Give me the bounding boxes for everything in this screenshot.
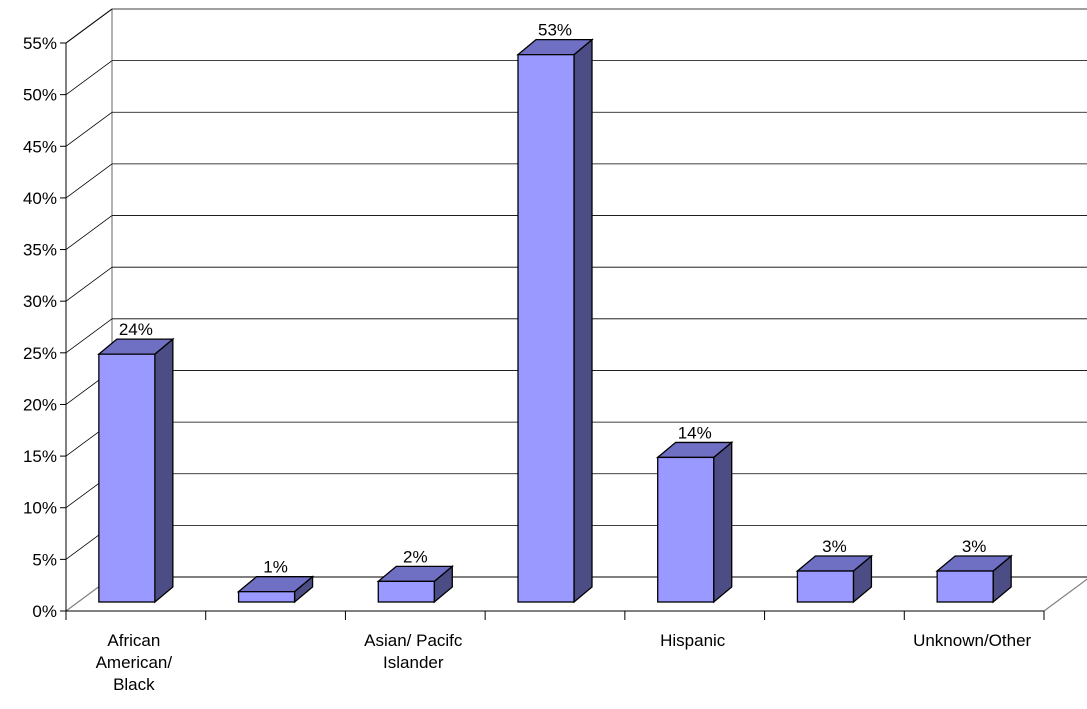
side-gridline xyxy=(65,163,113,199)
bar-front-face xyxy=(517,54,575,603)
floor-right-edge xyxy=(1043,578,1087,612)
y-tick-label: 0% xyxy=(32,602,57,621)
bar-front-face xyxy=(377,580,435,603)
bar xyxy=(516,38,594,604)
y-tick-label: 20% xyxy=(23,395,57,414)
data-label: 3% xyxy=(962,537,987,556)
data-label: 2% xyxy=(403,547,428,566)
data-label: 24% xyxy=(119,320,153,339)
bar xyxy=(655,441,734,604)
bar-front-face xyxy=(657,456,715,603)
y-tick-label: 5% xyxy=(32,550,57,569)
category-label: Asian/ Pacifc Islander xyxy=(364,631,463,672)
bar-front-face xyxy=(796,570,855,603)
bar xyxy=(236,575,315,604)
side-gridline xyxy=(65,111,113,147)
bar-side-face xyxy=(713,441,733,604)
y-tick-label: 30% xyxy=(23,292,57,311)
y-tick-label: 45% xyxy=(23,137,57,156)
bar-side-face xyxy=(154,337,174,604)
bar-front-face xyxy=(98,353,156,603)
bar xyxy=(97,337,175,604)
gridlines xyxy=(65,8,1087,560)
category-label: African American/Black xyxy=(96,631,173,694)
y-tick-label: 40% xyxy=(23,189,57,208)
y-tick-label: 10% xyxy=(23,499,57,518)
data-label: 53% xyxy=(538,21,572,40)
data-label: 1% xyxy=(263,558,288,577)
bar-side-face xyxy=(573,38,593,604)
y-tick-label: 55% xyxy=(23,34,57,53)
bar-front-face xyxy=(936,570,994,603)
bar xyxy=(795,554,874,604)
labels: 0% 5% 10% 15% 20% 25% 30% 35% 40% 45% 50% 55% 24% Afr… xyxy=(23,21,1032,694)
side-gridline xyxy=(65,60,113,95)
category-label: Hispanic xyxy=(660,631,726,650)
y-tick-label: 50% xyxy=(23,86,57,105)
bar-front-face xyxy=(237,591,296,603)
side-gridline xyxy=(65,215,113,250)
side-gridline xyxy=(65,8,113,44)
bar xyxy=(376,564,455,604)
data-label: 3% xyxy=(822,537,847,556)
y-tick-label: 25% xyxy=(23,344,57,363)
data-label: 14% xyxy=(678,423,712,442)
y-tick-label: 15% xyxy=(23,447,57,466)
side-gridline xyxy=(65,266,113,302)
category-label: Unknown/Other xyxy=(913,631,1031,650)
y-tick-label: 35% xyxy=(23,241,57,260)
bars xyxy=(97,38,1013,604)
side-gridline xyxy=(65,318,113,354)
axes xyxy=(60,42,1045,620)
bar xyxy=(935,554,1013,604)
